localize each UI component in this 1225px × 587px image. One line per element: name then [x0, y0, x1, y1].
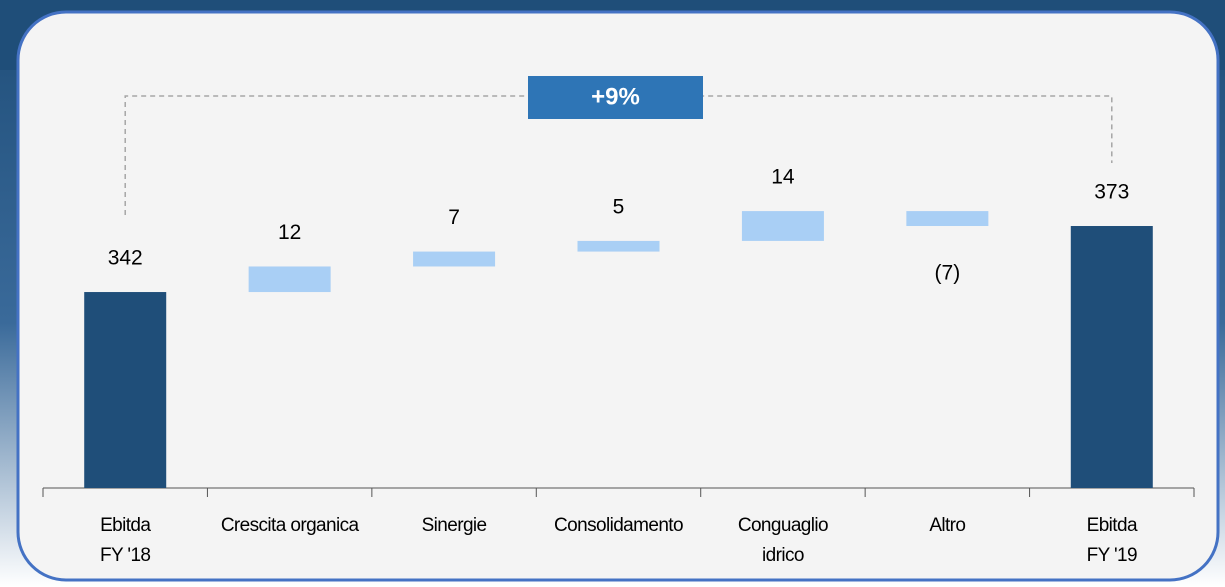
x-tick-label: Ebitda: [100, 515, 151, 536]
total-bar: [84, 292, 167, 488]
value-label: 12: [278, 221, 301, 244]
delta-bar: [741, 211, 824, 241]
delta-bar: [577, 240, 660, 252]
total-bar: [1070, 226, 1153, 488]
x-tick-label: Conguaglio: [738, 515, 828, 536]
x-tick-label: Ebitda: [1087, 515, 1138, 536]
panel: [16, 10, 1220, 582]
x-tick-label: Crescita organica: [221, 515, 360, 536]
x-tick-label: FY '19: [1087, 545, 1137, 566]
x-tick-label: Consolidamento: [554, 515, 683, 536]
delta-bar: [906, 211, 989, 227]
delta-bar: [413, 251, 496, 267]
value-label: 5: [613, 195, 625, 218]
x-tick-label: Sinergie: [422, 515, 487, 536]
value-label: 14: [771, 166, 795, 189]
x-tick-label: idrico: [762, 545, 804, 566]
annotation: +9%: [591, 83, 640, 110]
plot-area: 342 Ebitda FY '18 12 Crescita organica 7 Siner…: [42, 76, 1195, 566]
annotation-box: [528, 76, 703, 119]
x-tick-label: FY '18: [100, 545, 150, 566]
value-label: 7: [448, 206, 460, 229]
x-tick-label: Altro: [929, 515, 965, 536]
delta-bar: [248, 266, 331, 293]
value-label: (7): [935, 262, 961, 285]
value-label: 373: [1094, 181, 1129, 204]
value-label: 342: [108, 247, 143, 270]
